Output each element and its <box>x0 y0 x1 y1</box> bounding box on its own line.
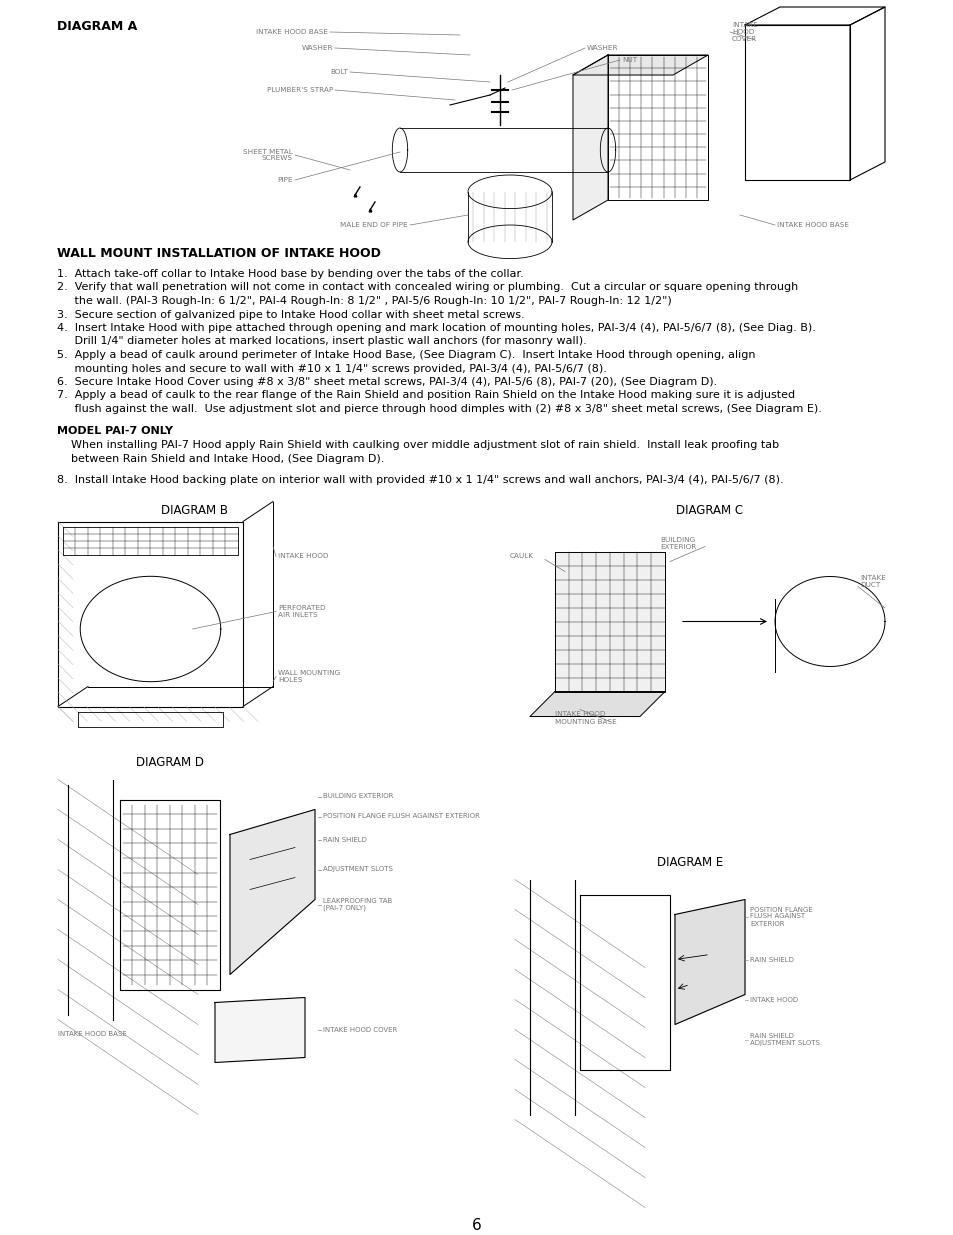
Polygon shape <box>675 899 744 1025</box>
Polygon shape <box>573 56 607 220</box>
Text: DIAGRAM E: DIAGRAM E <box>657 857 722 869</box>
Text: DIAGRAM B: DIAGRAM B <box>161 504 229 516</box>
Text: INTAKE HOOD BASE: INTAKE HOOD BASE <box>58 1031 127 1037</box>
Text: Drill 1/4" diameter holes at marked locations, insert plastic wall anchors (for : Drill 1/4" diameter holes at marked loca… <box>57 336 586 347</box>
Text: mounting holes and secure to wall with #10 x 1 1/4" screws provided, PAI-3/4 (4): mounting holes and secure to wall with #… <box>57 363 606 373</box>
Text: INTAKE
DUCT: INTAKE DUCT <box>859 576 885 588</box>
Text: 6.  Secure Intake Hood Cover using #8 x 3/8" sheet metal screws, PAI-3/4 (4), PA: 6. Secure Intake Hood Cover using #8 x 3… <box>57 377 717 387</box>
Text: INTAKE HOOD: INTAKE HOOD <box>277 553 328 559</box>
Text: WASHER: WASHER <box>301 44 333 51</box>
Polygon shape <box>230 809 314 974</box>
Text: RAIN SHIELD
ADJUSTMENT SLOTS: RAIN SHIELD ADJUSTMENT SLOTS <box>749 1032 819 1046</box>
Text: PERFORATED
AIR INLETS: PERFORATED AIR INLETS <box>277 605 325 618</box>
Text: DIAGRAM A: DIAGRAM A <box>57 20 137 33</box>
Text: When installing PAI-7 Hood apply Rain Shield with caulking over middle adjustmen: When installing PAI-7 Hood apply Rain Sh… <box>57 440 779 450</box>
Text: INTAKE HOOD BASE: INTAKE HOOD BASE <box>776 222 848 228</box>
Polygon shape <box>530 692 664 716</box>
Text: RAIN SHIELD: RAIN SHIELD <box>323 836 367 842</box>
Text: WALL MOUNT INSTALLATION OF INTAKE HOOD: WALL MOUNT INSTALLATION OF INTAKE HOOD <box>57 247 380 261</box>
Text: INTAKE
HOOD
COVER: INTAKE HOOD COVER <box>731 22 757 42</box>
Text: NUT: NUT <box>621 57 637 63</box>
Text: BUILDING
EXTERIOR: BUILDING EXTERIOR <box>659 537 696 550</box>
Polygon shape <box>573 56 707 75</box>
Text: 5.  Apply a bead of caulk around perimeter of Intake Hood Base, (See Diagram C).: 5. Apply a bead of caulk around perimete… <box>57 350 755 359</box>
Text: DIAGRAM D: DIAGRAM D <box>136 757 204 769</box>
Text: 7.  Apply a bead of caulk to the rear flange of the Rain Shield and position Rai: 7. Apply a bead of caulk to the rear fla… <box>57 390 794 400</box>
Text: WALL MOUNTING
HOLES: WALL MOUNTING HOLES <box>277 671 340 683</box>
Text: 1.  Attach take-off collar to Intake Hood base by bending over the tabs of the c: 1. Attach take-off collar to Intake Hood… <box>57 269 523 279</box>
Text: INTAKE HOOD BASE: INTAKE HOOD BASE <box>255 28 328 35</box>
Text: INTAKE HOOD: INTAKE HOOD <box>749 997 798 1003</box>
Text: MALE END OF PIPE: MALE END OF PIPE <box>340 222 408 228</box>
Text: ADJUSTMENT SLOTS: ADJUSTMENT SLOTS <box>323 867 393 872</box>
Text: MODEL PAI-7 ONLY: MODEL PAI-7 ONLY <box>57 426 172 436</box>
Text: 2.  Verify that wall penetration will not come in contact with concealed wiring : 2. Verify that wall penetration will not… <box>57 283 798 293</box>
Text: CAULK: CAULK <box>510 553 534 559</box>
Polygon shape <box>214 998 305 1062</box>
Text: between Rain Shield and Intake Hood, (See Diagram D).: between Rain Shield and Intake Hood, (Se… <box>57 453 384 463</box>
Text: LEAKPROOFING TAB
(PAI-7 ONLY): LEAKPROOFING TAB (PAI-7 ONLY) <box>323 898 392 911</box>
Text: WASHER: WASHER <box>586 44 618 51</box>
Text: POSITION FLANGE
FLUSH AGAINST
EXTERIOR: POSITION FLANGE FLUSH AGAINST EXTERIOR <box>749 906 812 926</box>
Text: RAIN SHIELD: RAIN SHIELD <box>749 956 793 962</box>
Text: 8.  Install Intake Hood backing plate on interior wall with provided #10 x 1 1/4: 8. Install Intake Hood backing plate on … <box>57 475 782 485</box>
Text: PLUMBER'S STRAP: PLUMBER'S STRAP <box>267 86 333 93</box>
Text: INTAKE HOOD COVER: INTAKE HOOD COVER <box>323 1026 396 1032</box>
Text: DIAGRAM C: DIAGRAM C <box>676 504 742 516</box>
Text: BUILDING EXTERIOR: BUILDING EXTERIOR <box>323 794 393 799</box>
Text: SHEET METAL
SCREWS: SHEET METAL SCREWS <box>243 148 293 162</box>
Text: the wall. (PAI-3 Rough-In: 6 1/2", PAI-4 Rough-In: 8 1/2" , PAI-5/6 Rough-In: 10: the wall. (PAI-3 Rough-In: 6 1/2", PAI-4… <box>57 296 671 306</box>
Polygon shape <box>555 552 664 692</box>
Text: 4.  Insert Intake Hood with pipe attached through opening and mark location of m: 4. Insert Intake Hood with pipe attached… <box>57 324 815 333</box>
Text: 6: 6 <box>472 1218 481 1233</box>
Text: BOLT: BOLT <box>330 69 348 75</box>
Text: 3.  Secure section of galvanized pipe to Intake Hood collar with sheet metal scr: 3. Secure section of galvanized pipe to … <box>57 310 524 320</box>
Text: INTAKE HOOD
MOUNTING BASE: INTAKE HOOD MOUNTING BASE <box>555 711 616 725</box>
Text: flush against the wall.  Use adjustment slot and pierce through hood dimples wit: flush against the wall. Use adjustment s… <box>57 404 821 414</box>
Text: PIPE: PIPE <box>277 177 293 183</box>
Text: POSITION FLANGE FLUSH AGAINST EXTERIOR: POSITION FLANGE FLUSH AGAINST EXTERIOR <box>323 814 479 820</box>
